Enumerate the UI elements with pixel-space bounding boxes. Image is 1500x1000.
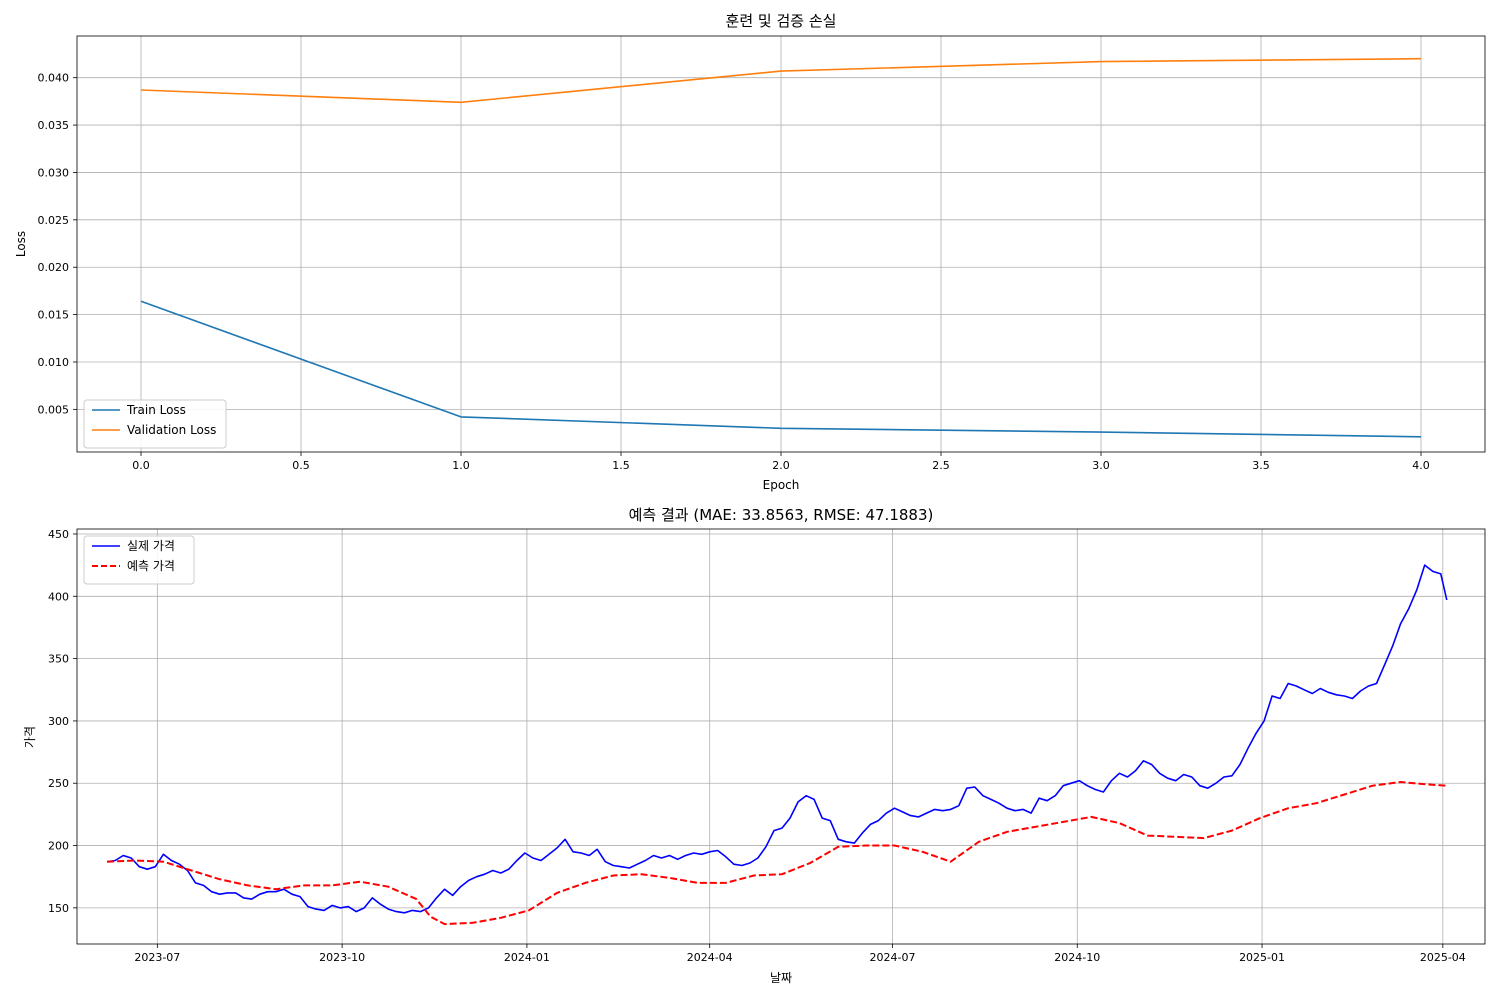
x-tick-label: 1.5 bbox=[612, 459, 630, 472]
y-tick-label: 350 bbox=[48, 653, 69, 666]
y-tick-label: 0.020 bbox=[38, 261, 70, 274]
y-tick-label: 0.010 bbox=[38, 356, 70, 369]
y-tick-label: 0.040 bbox=[38, 72, 70, 85]
x-tick-label: 1.0 bbox=[452, 459, 470, 472]
x-tick-label: 2024-10 bbox=[1054, 951, 1100, 964]
x-tick-label: 2023-07 bbox=[134, 951, 180, 964]
loss-chart-legend: Train Loss Validation Loss bbox=[83, 399, 227, 449]
y-tick-label: 150 bbox=[48, 902, 69, 915]
prediction-chart-frame bbox=[76, 528, 1486, 945]
prediction-chart-lines bbox=[106, 564, 1448, 926]
prediction-chart-xlabel: 날짜 bbox=[770, 971, 792, 985]
x-tick-label: 2024-01 bbox=[504, 951, 550, 964]
loss-chart-grid bbox=[77, 36, 1485, 452]
y-tick-label: 250 bbox=[48, 777, 69, 790]
x-tick-label: 4.0 bbox=[1412, 459, 1430, 472]
x-tick-label: 2.0 bbox=[772, 459, 790, 472]
y-tick-label: 0.030 bbox=[38, 166, 70, 179]
prediction-chart-title: 예측 결과 (MAE: 33.8563, RMSE: 47.1883) bbox=[629, 506, 934, 524]
legend-label: 예측 가격 bbox=[127, 559, 175, 573]
loss-chart-title: 훈련 및 검증 손실 bbox=[726, 12, 837, 30]
x-tick-label: 2024-04 bbox=[687, 951, 733, 964]
loss-chart: 훈련 및 검증 손실 0.0 0.5 1.0 1.5 2.0 2.5 3.0 3.5 4.00.… bbox=[14, 12, 1486, 492]
legend-label: Train Loss bbox=[126, 403, 186, 417]
series-line-1 bbox=[106, 564, 1448, 914]
y-tick-label: 0.005 bbox=[38, 403, 70, 416]
x-tick-label: 2.5 bbox=[932, 459, 950, 472]
y-tick-label: 450 bbox=[48, 528, 69, 541]
loss-chart-ylabel: Loss bbox=[14, 231, 28, 257]
y-tick-label: 200 bbox=[48, 840, 69, 853]
loss-chart-ticks: 0.0 0.5 1.0 1.5 2.0 2.5 3.0 3.5 4.0 0.005 0.010 0.0… bbox=[38, 72, 1430, 472]
x-tick-label: 2023-10 bbox=[319, 951, 365, 964]
x-tick-label: 3.5 bbox=[1252, 459, 1270, 472]
y-tick-label: 0.035 bbox=[38, 119, 70, 132]
y-tick-label: 400 bbox=[48, 590, 69, 603]
y-tick-label: 300 bbox=[48, 715, 69, 728]
legend-box bbox=[83, 535, 195, 585]
prediction-chart-ylabel: 가격 bbox=[23, 726, 37, 748]
legend-label: 실제 가격 bbox=[127, 539, 175, 553]
x-tick-label: 3.0 bbox=[1092, 459, 1110, 472]
y-tick-label: 0.015 bbox=[38, 309, 70, 322]
x-tick-label: 2024-07 bbox=[869, 951, 915, 964]
series-line-2 bbox=[107, 781, 1447, 926]
y-tick-label: 0.025 bbox=[38, 214, 70, 227]
prediction-chart-grid bbox=[77, 529, 1485, 944]
loss-chart-lines bbox=[140, 57, 1422, 438]
prediction-chart-ticks: 2023-07 2023-10 2024-01 2024-04 2024-07 2024-… bbox=[48, 528, 1466, 964]
x-tick-label: 2025-01 bbox=[1239, 951, 1285, 964]
loss-chart-xlabel: Epoch bbox=[763, 478, 800, 492]
prediction-chart: 예측 결과 (MAE: 33.8563, RMSE: 47.1883) 2023… bbox=[23, 506, 1486, 985]
x-tick-label: 2025-04 bbox=[1420, 951, 1466, 964]
x-tick-label: 0.5 bbox=[292, 459, 310, 472]
legend-box bbox=[83, 399, 227, 449]
x-tick-label: 0.0 bbox=[132, 459, 150, 472]
legend-label: Validation Loss bbox=[127, 423, 216, 437]
